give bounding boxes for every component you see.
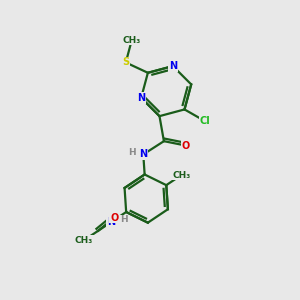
Text: CH₃: CH₃ — [123, 36, 141, 45]
Text: O: O — [110, 213, 118, 223]
Text: O: O — [182, 141, 190, 151]
Text: N: N — [137, 93, 145, 103]
Text: N: N — [139, 149, 147, 159]
Text: N: N — [107, 217, 115, 227]
Text: CH₃: CH₃ — [75, 236, 93, 245]
Text: CH₃: CH₃ — [172, 171, 190, 180]
Text: Cl: Cl — [200, 116, 211, 126]
Text: H: H — [128, 148, 136, 157]
Text: S: S — [122, 58, 129, 68]
Text: N: N — [169, 61, 177, 71]
Text: H: H — [120, 215, 127, 224]
